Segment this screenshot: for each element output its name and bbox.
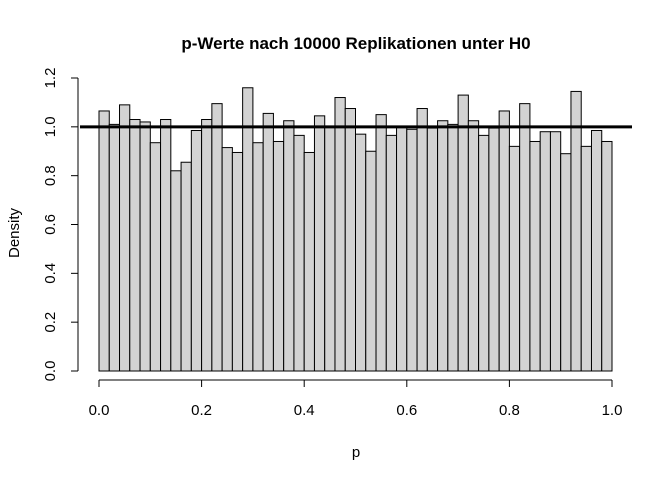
histogram-bar: [539, 131, 551, 372]
histogram-bar: [108, 123, 121, 372]
x-tick-label: 0.6: [396, 402, 417, 419]
y-axis: 0.0 0.2 0.4 0.6 0.8 1.0 1.2: [42, 68, 79, 382]
y-tick-label: 0.0: [42, 361, 59, 382]
histogram-bar: [560, 153, 572, 372]
histogram-bar: [242, 87, 254, 372]
y-tick-label: 0.8: [42, 165, 59, 186]
histogram-bar: [385, 134, 398, 372]
histogram-bar: [221, 147, 233, 372]
histogram-bar: [344, 108, 356, 372]
histogram-bar: [529, 140, 541, 372]
histogram-bar: [426, 127, 439, 372]
histogram-bar: [365, 150, 377, 372]
histogram-bar: [478, 134, 490, 372]
histogram-bar: [508, 145, 521, 372]
histogram-bar: [467, 120, 480, 372]
histogram-bar: [549, 131, 562, 372]
histogram-bar: [601, 140, 613, 372]
histogram-bar: [190, 129, 203, 372]
y-tick-label: 0.4: [42, 263, 59, 284]
histogram-bar: [293, 134, 305, 372]
histogram-bar: [149, 142, 162, 372]
histogram-bar: [160, 119, 172, 372]
histogram-bar: [272, 140, 285, 372]
x-axis-label: p: [352, 444, 360, 461]
histogram-bar: [447, 123, 459, 372]
y-axis-label: Density: [6, 207, 23, 258]
histogram-bar: [231, 151, 244, 372]
histogram-bar: [170, 170, 182, 372]
histogram-bar: [283, 120, 295, 372]
histogram-bar: [262, 112, 274, 372]
histogram-bar: [211, 103, 223, 372]
histogram-bar: [488, 127, 500, 372]
histogram-bar: [303, 151, 315, 372]
histogram-bar: [396, 126, 408, 372]
x-tick-label: 1.0: [602, 402, 623, 419]
y-tick-label: 0.2: [42, 312, 59, 333]
x-axis: 0.0 0.2 0.4 0.6 0.8 1.0: [89, 379, 623, 419]
x-tick-label: 0.4: [294, 402, 315, 419]
histogram-bar: [498, 110, 510, 372]
y-tick-label: 1.2: [42, 68, 59, 89]
histogram-bar: [139, 121, 151, 372]
histogram-bar: [519, 103, 531, 372]
histogram-bar: [98, 110, 110, 372]
histogram-bar: [406, 128, 418, 372]
histogram-bar: [252, 142, 264, 372]
histogram-bar: [324, 126, 336, 372]
histogram-bar: [119, 104, 131, 372]
histogram-bar: [375, 114, 387, 372]
y-tick-label: 1.0: [42, 116, 59, 137]
histogram-bar: [313, 115, 326, 372]
histogram-bar: [201, 119, 213, 372]
histogram-bar: [437, 120, 449, 372]
histogram-bar: [416, 108, 428, 372]
x-tick-label: 0.0: [89, 402, 110, 419]
histogram-bar: [590, 129, 603, 372]
histogram-bar: [457, 94, 469, 372]
histogram-bar: [355, 133, 367, 372]
histogram-bar: [334, 97, 346, 372]
histogram-bar: [129, 119, 141, 372]
x-tick-label: 0.8: [499, 402, 520, 419]
histogram-bar: [180, 161, 192, 372]
y-tick-label: 0.6: [42, 214, 59, 235]
histogram-bar: [570, 90, 582, 372]
chart-title: p-Werte nach 10000 Replikationen unter H…: [181, 34, 530, 53]
histogram-bar: [580, 145, 592, 372]
bars-group: [98, 87, 613, 372]
x-tick-label: 0.2: [191, 402, 212, 419]
